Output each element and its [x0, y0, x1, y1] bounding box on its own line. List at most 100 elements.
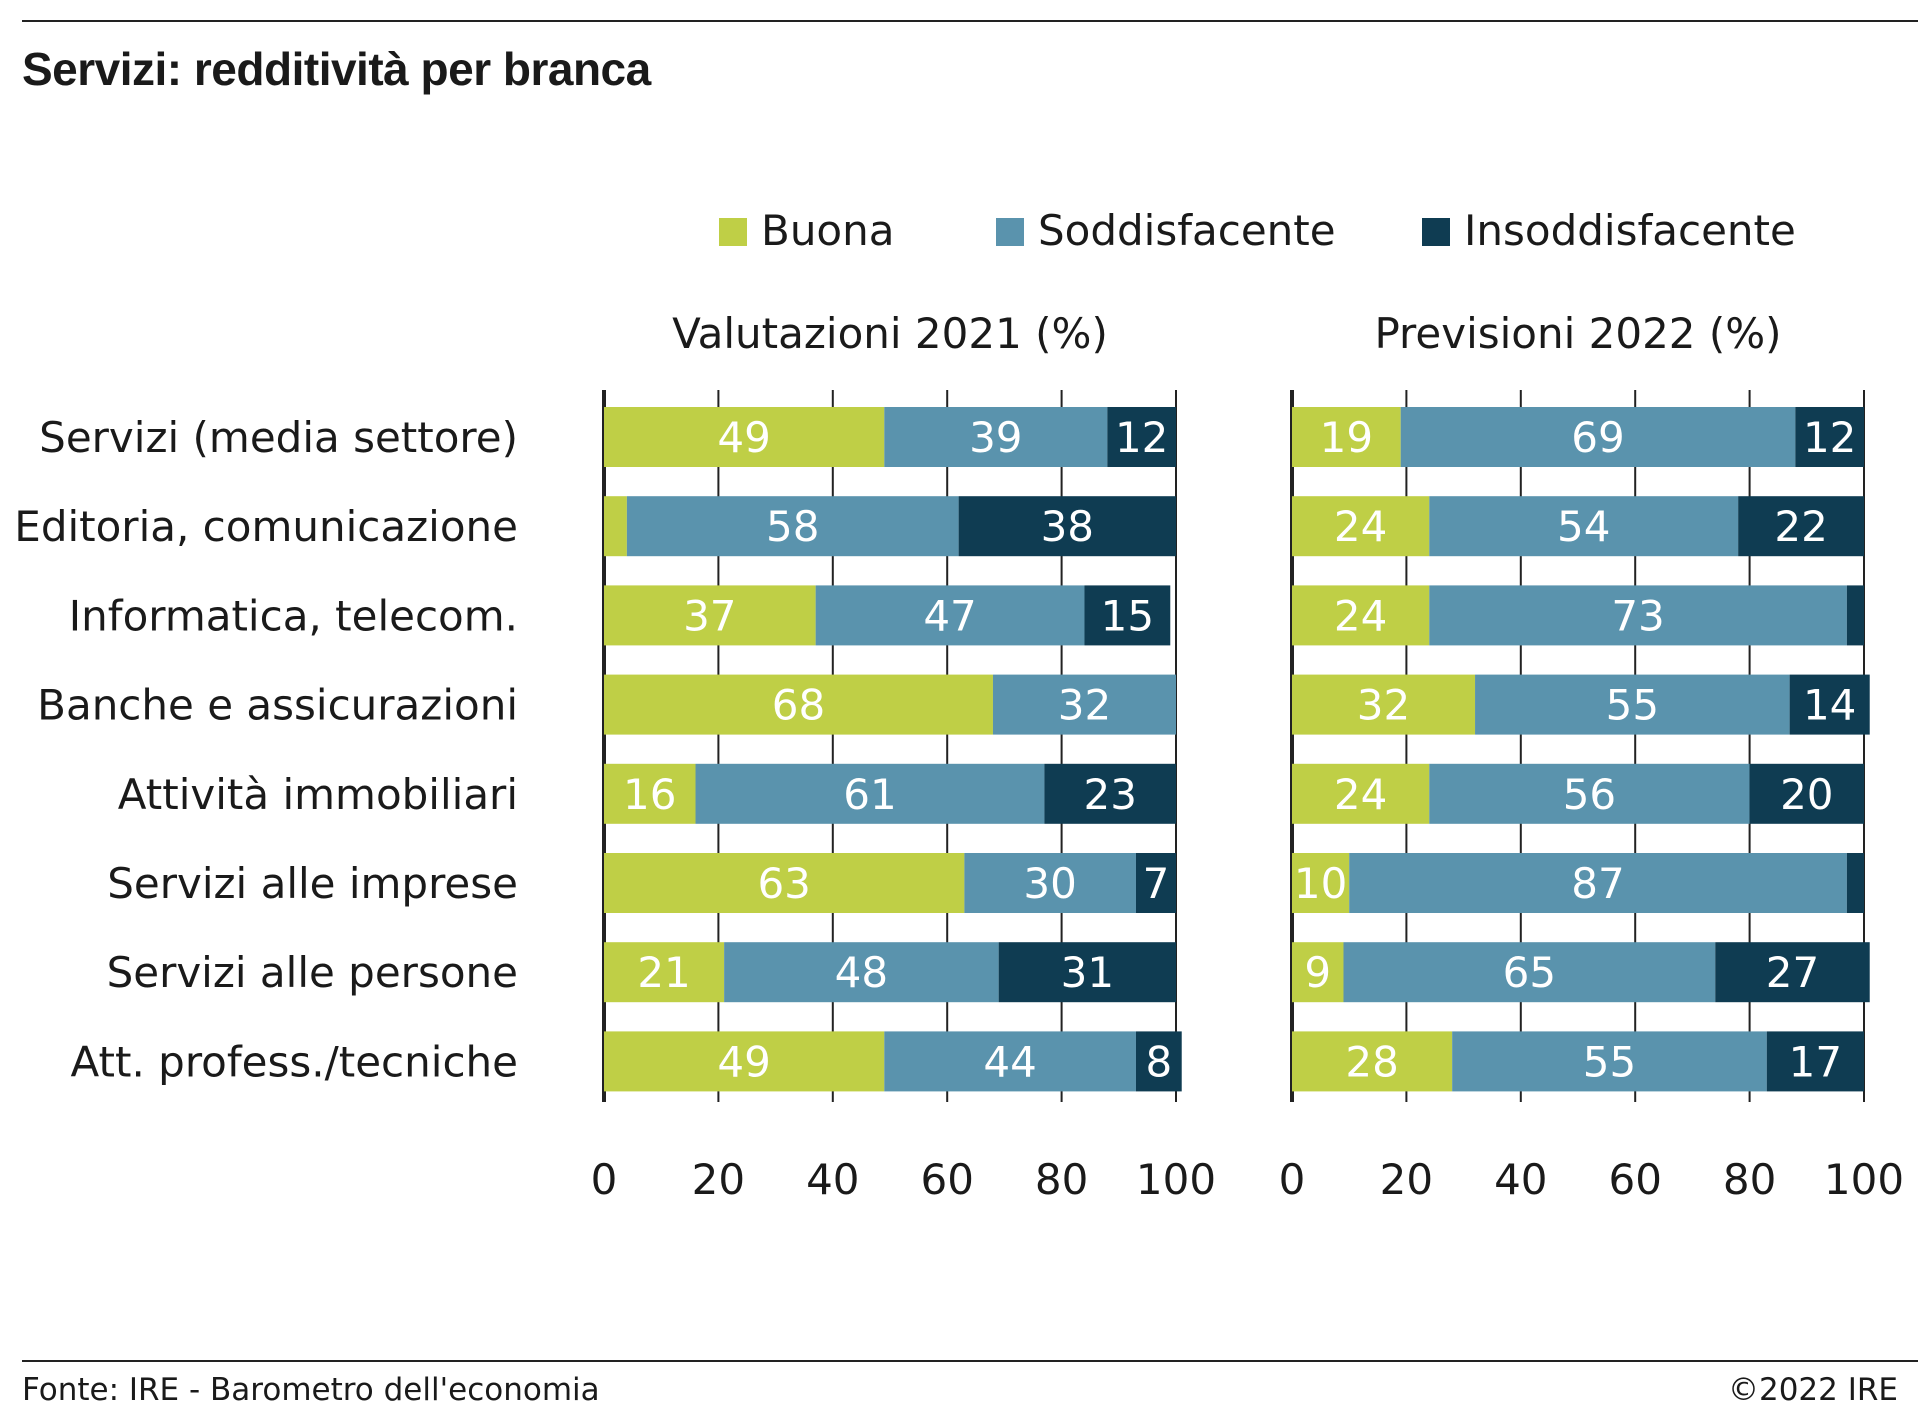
panel-1: Valutazioni 2021 (%) 0 20 40 60 80 100 49 39 12 58…	[591, 309, 1216, 1204]
bar-insoddisfacente	[1135, 853, 1176, 913]
bar-soddisfacente	[695, 763, 1045, 824]
bar-soddisfacente	[1349, 853, 1847, 913]
x-tick-label: 100	[1824, 1155, 1904, 1204]
top-rule	[22, 20, 1918, 22]
bar-soddisfacente	[1343, 942, 1716, 1003]
data-label: 8	[1145, 1037, 1172, 1086]
legend-item-soddisfacente: Soddisfacente	[996, 206, 1336, 255]
bottom-rule	[22, 1360, 1918, 1362]
data-label: 87	[1571, 859, 1624, 908]
data-label: 14	[1803, 681, 1856, 730]
bar-buona	[1292, 585, 1430, 646]
legend: Buona Soddisfacente Insoddisfacente	[719, 206, 1796, 255]
x-tick-label: 80	[1035, 1155, 1088, 1204]
data-label: 68	[772, 681, 825, 730]
x-tick-label: 20	[1380, 1155, 1433, 1204]
bar-buona	[604, 674, 993, 735]
x-tick-label: 100	[1136, 1155, 1216, 1204]
bar-insoddisfacente	[1846, 585, 1864, 646]
data-label: 28	[1345, 1037, 1398, 1086]
legend-item-insoddisfacente: Insoddisfacente	[1422, 206, 1796, 255]
bar-soddisfacente	[724, 942, 999, 1003]
x-tick-label: 40	[1494, 1155, 1547, 1204]
data-label: 32	[1357, 681, 1410, 730]
x-tick-label: 80	[1723, 1155, 1776, 1204]
data-label: 10	[1294, 859, 1347, 908]
legend-label: Buona	[761, 206, 895, 255]
legend-swatch	[719, 218, 747, 246]
bar-insoddisfacente	[1738, 496, 1864, 557]
category-labels: Servizi (media settore) Editoria, comunic…	[14, 413, 518, 1086]
data-label: 73	[1611, 591, 1664, 640]
bar-buona	[1292, 407, 1401, 467]
x-tick-label: 0	[591, 1155, 618, 1204]
category-label: Editoria, comunicazione	[14, 502, 518, 551]
bar-buona	[604, 585, 816, 646]
bar-soddisfacente	[884, 1031, 1136, 1092]
data-label: 24	[1334, 502, 1387, 551]
bar-buona	[1292, 1031, 1453, 1092]
bar-insoddisfacente	[1135, 1031, 1182, 1092]
data-label: 12	[1803, 413, 1856, 462]
category-label: Servizi (media settore)	[39, 413, 518, 462]
data-label: 17	[1789, 1037, 1842, 1086]
bar-insoddisfacente	[1044, 763, 1176, 824]
source-note: Fonte: IRE - Barometro dell'economia	[22, 1372, 600, 1408]
bar-insoddisfacente	[1715, 942, 1870, 1003]
x-tick-label: 40	[806, 1155, 859, 1204]
bar-insoddisfacente	[1846, 853, 1864, 913]
bar-buona	[1292, 674, 1476, 735]
copyright-note: ©2022 IRE	[1727, 1372, 1898, 1408]
category-label: Informatica, telecom.	[69, 591, 518, 640]
category-label: Att. profess./tecniche	[71, 1037, 518, 1086]
data-label: 55	[1583, 1037, 1636, 1086]
data-label: 65	[1503, 948, 1556, 997]
data-label: 49	[717, 413, 770, 462]
legend-swatch	[1422, 218, 1450, 246]
data-label: 54	[1557, 502, 1610, 551]
data-label: 30	[1023, 859, 1076, 908]
data-label: 24	[1334, 591, 1387, 640]
bar-soddisfacente	[1475, 674, 1790, 735]
bar-insoddisfacente	[1084, 585, 1171, 646]
legend-label: Soddisfacente	[1038, 206, 1336, 255]
data-label: 31	[1061, 948, 1114, 997]
legend-swatch	[996, 218, 1024, 246]
bar-buona	[604, 942, 725, 1003]
bar-buona	[1292, 496, 1430, 557]
data-label: 58	[766, 502, 819, 551]
bar-buona	[604, 1031, 885, 1092]
bar-soddisfacente	[1452, 1031, 1767, 1092]
bar-insoddisfacente	[1766, 1031, 1864, 1092]
bar-insoddisfacente	[958, 496, 1176, 557]
x-tick-label: 20	[692, 1155, 745, 1204]
x-tick-label: 0	[1279, 1155, 1306, 1204]
bar-insoddisfacente	[1795, 407, 1864, 467]
data-label: 56	[1563, 770, 1616, 819]
data-label: 12	[1115, 413, 1168, 462]
panel-2: Previsioni 2022 (%) 0 20 40 60 80 100 19 69 12 24 5…	[1279, 309, 1904, 1204]
legend-item-buona: Buona	[719, 206, 895, 255]
category-label: Servizi alle persone	[107, 948, 518, 997]
bar-soddisfacente	[1429, 585, 1847, 646]
bar-buona	[1292, 942, 1344, 1003]
data-label: 63	[757, 859, 810, 908]
panel-title: Valutazioni 2021 (%)	[672, 309, 1108, 358]
data-label: 39	[969, 413, 1022, 462]
data-label: 44	[983, 1037, 1036, 1086]
legend-label: Insoddisfacente	[1464, 206, 1796, 255]
chart-title: Servizi: redditività per branca	[22, 43, 651, 95]
data-label: 23	[1083, 770, 1136, 819]
bar-buona	[604, 407, 885, 467]
data-label: 20	[1780, 770, 1833, 819]
category-label: Banche e assicurazioni	[37, 681, 518, 730]
data-label: 47	[923, 591, 976, 640]
data-label: 27	[1766, 948, 1819, 997]
bar-soddisfacente	[1429, 763, 1750, 824]
data-label: 38	[1041, 502, 1094, 551]
data-label: 37	[683, 591, 736, 640]
bar-buona	[604, 496, 627, 557]
bar-soddisfacente	[1429, 496, 1739, 557]
